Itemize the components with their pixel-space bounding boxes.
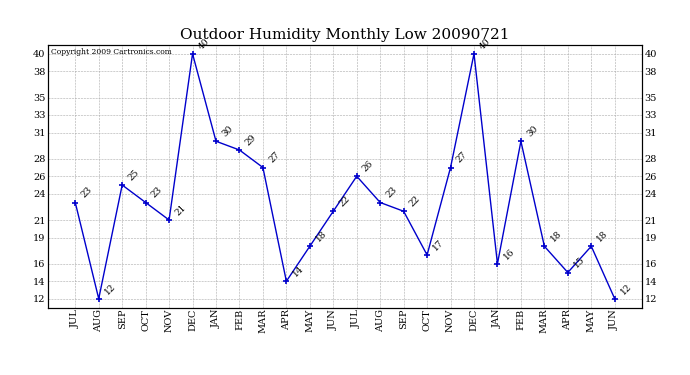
Text: 12: 12 (103, 282, 117, 296)
Text: 40: 40 (197, 36, 211, 51)
Text: 18: 18 (595, 229, 610, 243)
Text: 30: 30 (525, 124, 540, 138)
Text: 25: 25 (126, 168, 141, 182)
Text: 14: 14 (290, 264, 305, 279)
Text: 27: 27 (455, 150, 469, 165)
Text: Copyright 2009 Cartronics.com: Copyright 2009 Cartronics.com (51, 48, 172, 56)
Text: 18: 18 (549, 229, 563, 243)
Text: 16: 16 (502, 246, 516, 261)
Text: 22: 22 (337, 194, 352, 208)
Text: 15: 15 (572, 255, 586, 270)
Title: Outdoor Humidity Monthly Low 20090721: Outdoor Humidity Monthly Low 20090721 (180, 28, 510, 42)
Text: 26: 26 (361, 159, 375, 174)
Text: 29: 29 (244, 133, 258, 147)
Text: 23: 23 (79, 185, 94, 200)
Text: 17: 17 (431, 238, 446, 252)
Text: 21: 21 (173, 203, 188, 217)
Text: 23: 23 (150, 185, 164, 200)
Text: 30: 30 (220, 124, 235, 138)
Text: 23: 23 (384, 185, 399, 200)
Text: 12: 12 (619, 282, 633, 296)
Text: 18: 18 (314, 229, 328, 243)
Text: 22: 22 (408, 194, 422, 208)
Text: 40: 40 (478, 36, 493, 51)
Text: 27: 27 (267, 150, 282, 165)
